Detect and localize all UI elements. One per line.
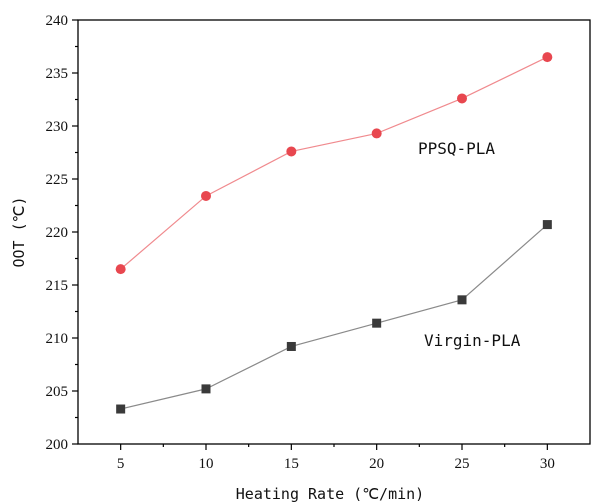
x-tick-label: 15 xyxy=(284,456,299,472)
series-line-virgin-pla xyxy=(120,224,548,410)
data-point-ppsq-pla xyxy=(542,52,553,63)
series-layer xyxy=(115,52,553,414)
y-tick-label: 220 xyxy=(46,225,69,241)
plot-frame xyxy=(77,19,591,445)
data-point-ppsq-pla xyxy=(457,93,467,104)
data-point-ppsq-pla xyxy=(286,146,297,157)
y-tick-label: 235 xyxy=(46,66,69,82)
data-point-virgin-pla xyxy=(286,341,296,351)
series-line-ppsq-pla xyxy=(120,56,548,270)
axes: 200 205 210 215 220 225 230 235 240 5 10 15 20 25 30 xyxy=(46,13,591,472)
x-tick-label: 5 xyxy=(117,456,125,472)
data-point-ppsq-pla xyxy=(201,190,211,201)
x-tick-label: 25 xyxy=(455,456,470,472)
series-label-ppsq-pla: PPSQ-PLA xyxy=(418,139,495,158)
y-tick-label: 200 xyxy=(46,437,69,453)
y-tick-label: 240 xyxy=(46,13,69,29)
data-point-ppsq-pla xyxy=(371,128,382,139)
y-tick-label: 205 xyxy=(46,384,69,400)
x-axis-title: Heating Rate (℃/min) xyxy=(236,485,424,503)
y-tick-label: 210 xyxy=(46,331,69,347)
data-point-virgin-pla xyxy=(372,318,382,328)
y-axis-title: OOT (℃) xyxy=(10,196,28,267)
data-point-virgin-pla xyxy=(116,404,126,414)
y-tick-label: 215 xyxy=(46,278,69,294)
data-point-virgin-pla xyxy=(201,384,211,394)
x-tick-label: 30 xyxy=(540,456,555,472)
x-tick-label: 10 xyxy=(199,456,214,472)
y-tick-label: 230 xyxy=(46,119,69,135)
data-point-virgin-pla xyxy=(457,295,467,305)
data-point-ppsq-pla xyxy=(115,264,126,275)
data-point-virgin-pla xyxy=(542,220,552,230)
y-tick-label: 225 xyxy=(46,172,69,188)
x-tick-label: 20 xyxy=(369,456,384,472)
series-label-virgin-pla: Virgin-PLA xyxy=(424,331,521,350)
